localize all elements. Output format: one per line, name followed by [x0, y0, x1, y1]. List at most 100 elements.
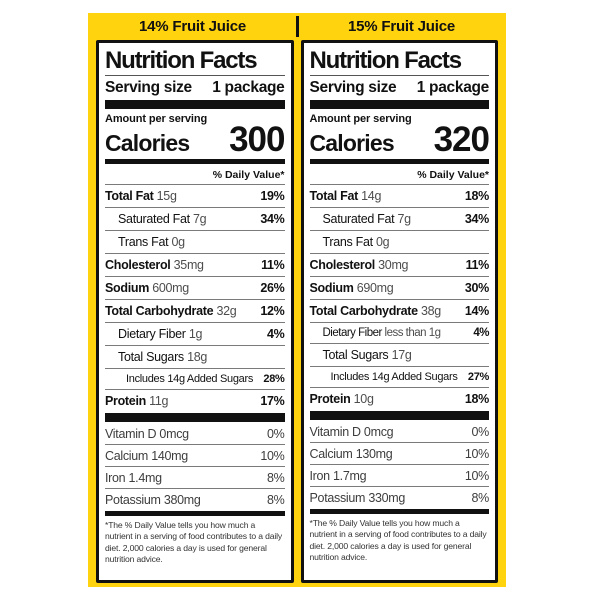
- nutrient-row: Total Carbohydrate 32g 12%: [105, 298, 285, 322]
- nutrient-name: Calcium 130mg: [309, 446, 393, 461]
- daily-value-percent: 30%: [464, 281, 489, 296]
- calories-value: 320: [433, 120, 490, 160]
- serving-size-label: Serving size: [105, 79, 192, 97]
- daily-value-percent: 11%: [465, 258, 490, 273]
- nutrient-amount: 0g: [168, 235, 186, 250]
- daily-value-percent: 28%: [263, 373, 285, 386]
- nutrient-name: Total Carbohydrate: [309, 304, 419, 319]
- nutrient-amount: 10g: [350, 392, 374, 407]
- nutrition-facts-title: Nutrition Facts: [105, 48, 285, 77]
- daily-value-percent: 19%: [260, 189, 285, 204]
- nutrient-text: Trans Fat 0g: [323, 235, 390, 249]
- thick-divider-bar: [309, 100, 489, 110]
- nutrient-row: Protein 11g 17%: [105, 388, 285, 412]
- nutrient-amount: 15g: [153, 189, 177, 204]
- nutrient-text: Vitamin D 0mcg: [105, 427, 189, 441]
- nutrient-text: Calcium 130mg: [310, 447, 393, 461]
- daily-value-percent: 12%: [260, 304, 285, 319]
- header-row: 14% Fruit Juice 15% Fruit Juice: [88, 13, 506, 40]
- nutrient-text: Iron 1.7mg: [310, 469, 367, 483]
- nutrient-text: Total Fat 14g: [310, 189, 382, 203]
- nutrient-name: Iron 1.7mg: [309, 468, 367, 483]
- footnote: *The % Daily Value tells you how much a …: [105, 519, 283, 564]
- header-divider: [296, 16, 299, 37]
- labels-container: Nutrition Facts Serving size 1 package A…: [88, 40, 506, 583]
- medium-divider-bar: [105, 510, 285, 516]
- nutrient-amount: 18g: [183, 350, 208, 365]
- nutrient-name: Sodium: [309, 281, 354, 296]
- header-left-juice-percent: 14% Fruit Juice: [138, 18, 247, 35]
- daily-value-percent: 27%: [467, 371, 489, 384]
- nutrient-name: Total Sugars: [118, 350, 184, 365]
- nutrient-amount: 14g: [357, 189, 382, 204]
- nutrient-row: Protein 10g 18%: [309, 386, 489, 410]
- nutrient-name: Potassium 380mg: [105, 492, 201, 507]
- calories-row: Calories 300: [105, 122, 286, 158]
- nutrient-text: Cholesterol 30mg: [310, 258, 409, 272]
- nutrient-text: Cholesterol 35mg: [105, 258, 204, 272]
- daily-value-percent: 34%: [260, 212, 285, 227]
- nutrient-row: Trans Fat 0g: [105, 229, 285, 253]
- daily-value-percent: 14%: [464, 304, 489, 319]
- medium-divider-bar: [309, 508, 489, 514]
- nutrient-name: Iron 1.4mg: [105, 470, 162, 485]
- nutrient-name: Vitamin D 0mcg: [309, 424, 394, 439]
- nutrient-rows: Total Fat 15g 19% Saturated Fat 7g 34% Trans…: [105, 183, 285, 412]
- nutrient-name: Total Fat: [105, 189, 154, 204]
- nutrient-name: Dietary Fiber: [118, 327, 186, 342]
- footnote: *The % Daily Value tells you how much a …: [309, 517, 487, 562]
- nutrition-label-right: Nutrition Facts Serving size 1 package A…: [300, 40, 498, 583]
- nutrient-name: Saturated Fat: [322, 212, 395, 227]
- vitamin-row: Potassium 330mg 8%: [309, 485, 489, 508]
- nutrient-name: Includes 14g Added Sugars: [126, 373, 254, 386]
- label-panel: 14% Fruit Juice 15% Fruit Juice Nutritio…: [88, 13, 506, 587]
- nutrient-row: Total Fat 14g 18%: [309, 183, 489, 207]
- nutrient-name: Trans Fat: [322, 235, 374, 250]
- nutrient-row: Saturated Fat 7g 34%: [105, 206, 285, 230]
- nutrient-name: Protein: [309, 392, 351, 407]
- nutrient-amount: 600mg: [149, 281, 189, 296]
- nutrient-amount: 11g: [145, 394, 169, 409]
- nutrient-text: Includes 14g Added Sugars: [331, 371, 458, 383]
- vitamin-row: Vitamin D 0mcg 0%: [105, 423, 285, 444]
- nutrition-label-left: Nutrition Facts Serving size 1 package A…: [96, 40, 294, 583]
- daily-value-percent: 4%: [267, 327, 285, 342]
- thick-divider-bar: [309, 410, 489, 420]
- nutrition-facts-title: Nutrition Facts: [309, 48, 489, 77]
- nutrient-text: Total Sugars 17g: [323, 348, 412, 362]
- daily-value-percent: 10%: [464, 468, 489, 483]
- nutrient-text: Sodium 690mg: [310, 281, 394, 295]
- nutrient-row: Cholesterol 35mg 11%: [105, 252, 285, 276]
- nutrient-name: Trans Fat: [118, 235, 169, 250]
- nutrient-amount: 7g: [189, 212, 207, 227]
- nutrient-name: Cholesterol: [309, 258, 376, 273]
- nutrient-name: Potassium 330mg: [309, 490, 406, 505]
- thick-divider-bar: [105, 100, 285, 110]
- daily-value-percent: 34%: [464, 212, 489, 227]
- nutrient-text: Saturated Fat 7g: [118, 212, 207, 227]
- daily-value-percent: 0%: [471, 424, 490, 439]
- nutrient-name: Saturated Fat: [118, 212, 190, 227]
- nutrient-name: Sodium: [105, 281, 150, 296]
- vitamin-row: Potassium 380mg 8%: [105, 487, 285, 510]
- nutrient-row: Dietary Fiber less than 1g 4%: [309, 321, 489, 343]
- nutrient-amount: 35mg: [170, 258, 204, 273]
- nutrient-text: Potassium 330mg: [310, 491, 406, 505]
- nutrient-text: Protein 11g: [105, 394, 168, 408]
- nutrient-row: Includes 14g Added Sugars 27%: [309, 365, 489, 387]
- nutrient-text: Total Carbohydrate 38g: [309, 304, 442, 319]
- medium-divider-bar: [309, 158, 489, 164]
- vitamin-row: Vitamin D 0mcg 0%: [310, 421, 490, 442]
- nutrient-text: Total Carbohydrate 32g: [105, 304, 237, 319]
- nutrient-amount: 1g: [185, 327, 203, 342]
- vitamin-row: Iron 1.7mg 10%: [309, 463, 489, 486]
- vitamin-row: Iron 1.4mg 8%: [105, 465, 285, 488]
- nutrient-row: Total Sugars 17g: [309, 342, 489, 366]
- daily-value-percent: 18%: [464, 189, 489, 204]
- nutrient-amount: 32g: [213, 304, 237, 319]
- nutrient-row: Dietary Fiber 1g 4%: [105, 321, 285, 345]
- nutrient-row: Trans Fat 0g: [309, 229, 489, 253]
- thick-divider-bar: [105, 412, 285, 422]
- daily-value-percent: 0%: [267, 426, 285, 441]
- nutrient-text: Calcium 140mg: [105, 449, 188, 463]
